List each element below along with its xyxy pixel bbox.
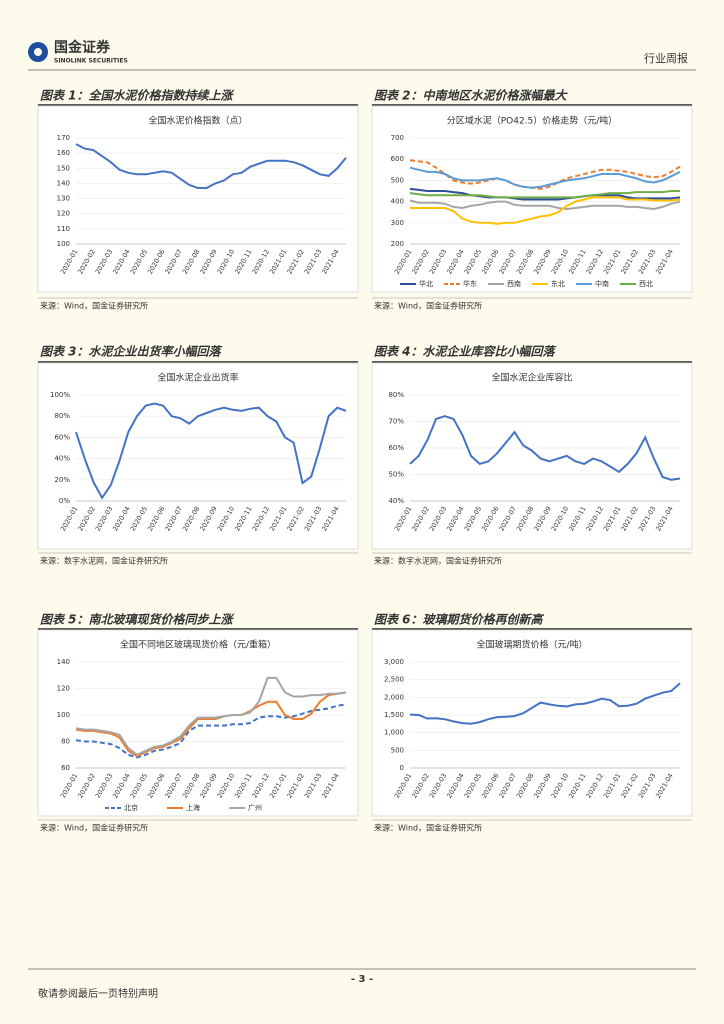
figure-caption: 图表 4：水泥企业库容比小幅回落	[374, 345, 557, 359]
y-tick-label: 2,500	[384, 676, 404, 684]
y-tick-label: 110	[57, 225, 70, 233]
series-line	[75, 691, 347, 758]
y-tick-label: 1,000	[384, 729, 404, 737]
figure-caption: 图表 2：中南地区水泥价格涨幅最大	[374, 89, 569, 103]
source-note: 来源：Wind，国金证券研究所	[374, 823, 482, 833]
chart-title: 全国不同地区玻璃现货价格（元/重箱）	[120, 639, 276, 651]
figure-caption: 图表 3：水泥企业出货率小幅回落	[40, 345, 223, 359]
chart-box	[37, 629, 359, 817]
y-tick-label: 3,000	[384, 658, 404, 666]
y-tick-label: 60%	[54, 433, 70, 441]
y-tick-label: 140	[57, 658, 70, 666]
page-number: - 3 -	[351, 974, 373, 985]
legend-label: 中南	[595, 279, 609, 288]
legend-label: 北京	[124, 803, 138, 812]
y-tick-label: 100	[57, 711, 70, 719]
chart-box	[371, 362, 693, 550]
chart-title: 全国水泥价格指数（点）	[148, 115, 247, 127]
source-note: 来源：Wind，国金证券研究所	[374, 301, 482, 311]
series-line	[75, 143, 347, 189]
y-tick-label: 80%	[388, 391, 404, 399]
y-tick-label: 70%	[388, 418, 404, 426]
series-line	[409, 682, 681, 725]
y-tick-label: 2,000	[384, 693, 404, 701]
series-line	[409, 199, 681, 211]
series-line	[409, 166, 681, 189]
series-line	[409, 415, 681, 481]
y-tick-label: 160	[57, 149, 70, 157]
y-tick-label: 300	[391, 219, 404, 227]
y-tick-label: 140	[57, 179, 70, 187]
source-note: 来源：数字水泥网，国金证券研究所	[374, 556, 502, 566]
y-tick-label: 100%	[50, 391, 70, 399]
logo-en: SINOLINK SECURITIES	[54, 58, 128, 65]
figure-caption: 图表 1：全国水泥价格指数持续上涨	[40, 89, 235, 103]
source-note: 来源：数字水泥网，国金证券研究所	[40, 556, 168, 566]
disclaimer: 敬请参阅最后一页特别声明	[38, 987, 158, 1000]
y-tick-label: 40%	[388, 497, 404, 505]
source-note: 来源：Wind，国金证券研究所	[40, 301, 148, 311]
y-tick-label: 120	[57, 685, 70, 693]
chart-title: 全国玻璃期货价格（元/吨）	[476, 639, 587, 651]
legend-label: 东北	[551, 279, 565, 288]
y-tick-label: 20%	[54, 476, 70, 484]
legend-label: 上海	[186, 803, 200, 812]
logo-icon-inner	[34, 48, 42, 56]
chart-box	[37, 362, 359, 550]
y-tick-label: 100	[57, 240, 70, 248]
series-line	[75, 402, 347, 500]
chart-box	[371, 629, 693, 817]
y-tick-label: 40%	[54, 455, 70, 463]
source-note: 来源：Wind，国金证券研究所	[40, 823, 148, 833]
y-tick-label: 400	[391, 198, 404, 206]
y-tick-label: 0%	[59, 497, 70, 505]
series-line	[75, 703, 347, 759]
series-line	[75, 676, 347, 756]
series-line	[409, 190, 680, 199]
legend-label: 西南	[507, 279, 521, 288]
y-tick-label: 1,500	[384, 711, 404, 719]
chart-box	[37, 105, 359, 293]
series-line	[409, 187, 681, 201]
series-line	[410, 196, 681, 225]
y-tick-label: 200	[391, 240, 404, 248]
chart-title: 全国水泥企业出货率	[157, 372, 238, 384]
y-tick-label: 120	[57, 210, 70, 218]
legend-label: 西北	[639, 280, 653, 288]
figure-caption: 图表 5：南北玻璃现货价格同步上涨	[40, 613, 235, 627]
y-tick-label: 60	[61, 764, 70, 772]
y-tick-label: 500	[391, 176, 404, 184]
y-tick-label: 130	[57, 195, 70, 203]
y-tick-label: 700	[391, 134, 404, 142]
y-tick-label: 60%	[388, 444, 404, 452]
logo-cn: 国金证券	[54, 39, 111, 56]
chart-title: 全国水泥企业库容比	[491, 372, 572, 384]
y-tick-label: 50%	[388, 471, 404, 479]
legend-label: 华东	[463, 279, 477, 288]
y-tick-label: 600	[391, 155, 404, 163]
series-line	[409, 159, 681, 190]
y-tick-label: 500	[391, 746, 404, 754]
legend-label: 广州	[248, 803, 262, 812]
chart-title: 分区域水泥（PO42.5）价格走势（元/吨）	[447, 115, 618, 127]
y-tick-label: 170	[57, 134, 70, 142]
y-tick-label: 0	[400, 764, 404, 772]
y-tick-label: 80	[61, 738, 70, 746]
legend-label: 华北	[419, 279, 433, 288]
y-tick-label: 80%	[54, 412, 70, 420]
y-tick-label: 150	[57, 164, 70, 172]
section-label: 行业周报	[644, 51, 688, 65]
figure-caption: 图表 6：玻璃期货价格再创新高	[374, 613, 545, 627]
